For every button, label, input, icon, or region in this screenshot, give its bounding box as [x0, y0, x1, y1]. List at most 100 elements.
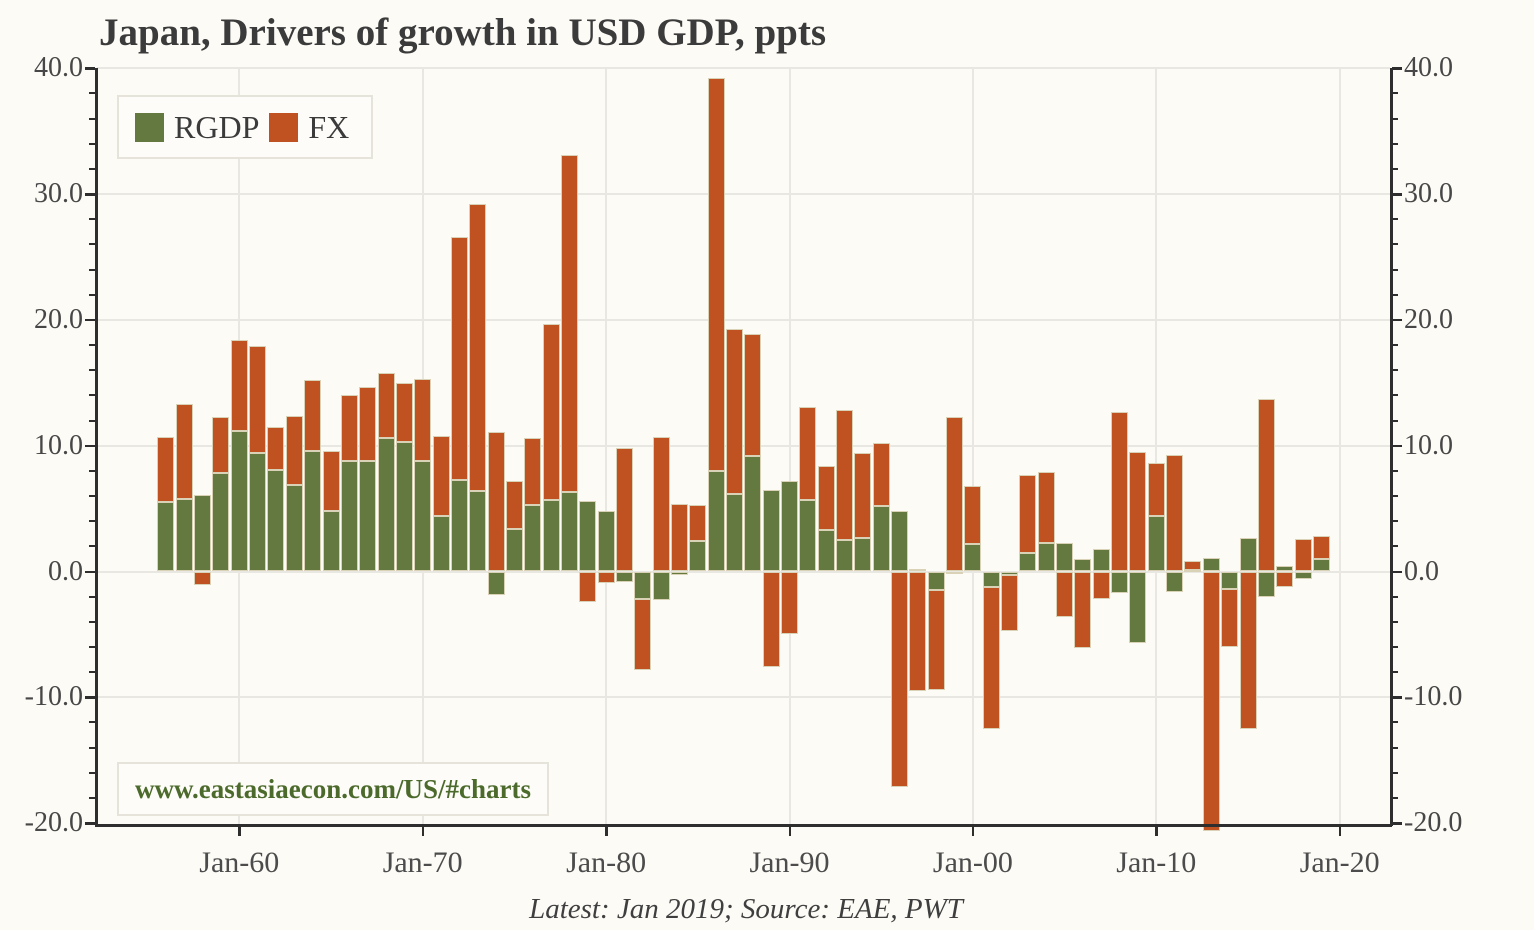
y-minor-tick-left--12 [89, 721, 95, 724]
y-minor-tick-right--8 [1392, 671, 1398, 674]
bar-rgdp-1959 [212, 473, 230, 572]
bar-fx-1959 [212, 416, 230, 474]
bar-fx-2005 [1056, 571, 1074, 617]
bar-rgdp-2014 [1221, 571, 1239, 590]
bar-fx-2015 [1239, 571, 1257, 729]
y-minor-tick-left--16 [89, 771, 95, 774]
y-axis-label-left--20: -20.0 [24, 807, 83, 839]
bar-rgdp-1960 [230, 430, 248, 572]
bar-rgdp-1968 [377, 438, 395, 572]
bar-rgdp-1994 [854, 537, 872, 572]
bar-rgdp-1963 [285, 484, 303, 572]
x-axis-label-2020: Jan-20 [1299, 846, 1380, 879]
bar-rgdp-2010 [1147, 516, 1165, 572]
bar-fx-1980 [597, 571, 615, 583]
bar-rgdp-1972 [450, 479, 468, 572]
bar-fx-2009 [1129, 451, 1147, 572]
bar-fx-1960 [230, 340, 248, 431]
bar-fx-1977 [542, 323, 560, 500]
bar-fx-2017 [1276, 571, 1294, 587]
y-minor-tick-right-2 [1392, 545, 1398, 548]
y-major-tick-left-30 [85, 193, 95, 196]
y-axis-label-right-40: 40.0 [1404, 52, 1453, 84]
y-minor-tick-right--16 [1392, 771, 1398, 774]
y-minor-tick-right-34 [1392, 142, 1398, 145]
watermark-link[interactable]: www.eastasiaecon.com/US/#charts [135, 774, 531, 804]
bar-fx-1998 [927, 590, 945, 690]
y-major-tick-right--20 [1392, 822, 1402, 825]
bar-rgdp-1970 [414, 460, 432, 572]
bar-fx-1987 [725, 328, 743, 494]
y-axis-label-right-10: 10.0 [1404, 429, 1453, 461]
bar-fx-1974 [487, 431, 505, 572]
bar-fx-2014 [1221, 589, 1239, 647]
bar-rgdp-1986 [707, 470, 725, 572]
bar-rgdp-1981 [615, 571, 633, 582]
y-minor-tick-right-16 [1392, 369, 1398, 372]
y-major-tick-right-40 [1392, 67, 1402, 70]
y-minor-tick-left-2 [89, 545, 95, 548]
bar-fx-2011 [1166, 454, 1184, 572]
bar-rgdp-1983 [652, 571, 670, 601]
bar-rgdp-2013 [1202, 557, 1220, 572]
y-minor-tick-left-32 [89, 167, 95, 170]
bar-rgdp-2008 [1111, 571, 1129, 593]
y-major-tick-right-20 [1392, 318, 1402, 322]
y-minor-tick-left--2 [89, 595, 95, 598]
bar-rgdp-2016 [1257, 571, 1275, 597]
bar-rgdp-1967 [359, 460, 377, 572]
y-minor-tick-left--4 [89, 620, 95, 623]
source-note: Latest: Jan 2019; Source: EAE, PWT [529, 893, 963, 925]
bar-fx-1971 [432, 435, 450, 517]
bar-fx-2007 [1092, 571, 1110, 600]
x-axis-label-1970: Jan-70 [382, 846, 463, 879]
bar-rgdp-1992 [817, 529, 835, 572]
y-minor-tick-left--18 [89, 796, 95, 799]
y-minor-tick-right-18 [1392, 344, 1398, 347]
gridline-x-2000 [971, 68, 974, 824]
bar-fx-1956 [157, 436, 175, 503]
y-axis-label-right-0: 0.0 [1404, 555, 1439, 587]
bar-rgdp-2011 [1166, 571, 1184, 592]
y-minor-tick-right-26 [1392, 243, 1398, 246]
gridline-x-1990 [788, 68, 791, 824]
y-axis-label-left-40: 40.0 [34, 52, 83, 84]
x-tick-2010 [1155, 826, 1158, 836]
bar-fx-1982 [634, 599, 652, 670]
y-minor-tick-left--6 [89, 645, 95, 648]
x-axis-label-2010: Jan-10 [1116, 846, 1197, 879]
bar-fx-1993 [836, 410, 854, 541]
bar-fx-1973 [469, 204, 487, 491]
y-minor-tick-left--8 [89, 671, 95, 674]
x-tick-1980 [605, 826, 608, 836]
y-major-tick-left-10 [85, 444, 95, 448]
y-minor-tick-left-36 [89, 117, 95, 120]
legend: RGDP FX [117, 95, 374, 159]
bar-rgdp-2012 [1184, 570, 1202, 573]
y-axis-left-spine [95, 68, 98, 826]
y-minor-tick-right-38 [1392, 92, 1398, 95]
y-major-tick-left-40 [85, 67, 95, 70]
bar-fx-1989 [762, 571, 780, 668]
bar-rgdp-1969 [395, 441, 413, 572]
bar-fx-2002 [1001, 575, 1019, 631]
bar-fx-1963 [285, 415, 303, 485]
y-axis-label-right-20: 20.0 [1404, 303, 1453, 335]
bar-rgdp-2009 [1129, 571, 1147, 644]
x-axis-spine [95, 824, 1392, 827]
bar-fx-1968 [377, 372, 395, 439]
bar-rgdp-1961 [249, 453, 267, 572]
bar-rgdp-1966 [340, 460, 358, 572]
bar-rgdp-1956 [157, 502, 175, 572]
bar-rgdp-1978 [560, 492, 578, 572]
bar-rgdp-1984 [670, 571, 688, 576]
bar-rgdp-1995 [872, 506, 890, 572]
bar-rgdp-2004 [1037, 542, 1055, 572]
legend-item-rgdp: RGDP [135, 111, 259, 143]
y-minor-tick-left-6 [89, 495, 95, 498]
y-minor-tick-left-24 [89, 268, 95, 271]
gridline-y--10 [97, 696, 1390, 699]
y-minor-tick-right--12 [1392, 721, 1398, 724]
